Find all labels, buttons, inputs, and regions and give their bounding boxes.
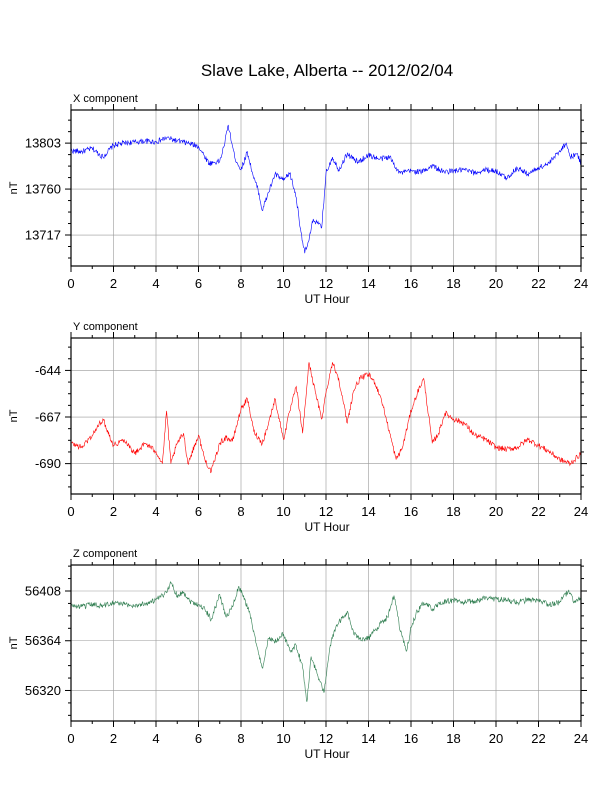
x-tick-label: 10 [276, 276, 290, 291]
x-tick-label: 8 [237, 731, 244, 746]
panel-label: X component [73, 93, 138, 105]
panel-label: Y component [73, 321, 138, 333]
x-tick-label: 6 [195, 504, 202, 519]
y-axis-label: nT [8, 181, 20, 194]
y-tick-label: 56320 [25, 683, 61, 698]
y-tick-label: 56408 [25, 584, 61, 599]
x-tick-label: 18 [446, 731, 460, 746]
x-tick-label: 6 [195, 276, 202, 291]
x-tick-label: 4 [152, 276, 159, 291]
x-tick-label: 10 [276, 731, 290, 746]
x-tick-label: 22 [531, 731, 545, 746]
x-tick-label: 16 [404, 731, 418, 746]
y-tick-label: -690 [35, 456, 61, 471]
x-tick-label: 24 [574, 276, 588, 291]
x-tick-label: 8 [237, 504, 244, 519]
x-tick-label: 2 [110, 504, 117, 519]
x-axis-label: UT Hour [304, 520, 349, 534]
series-line [70, 124, 582, 254]
x-tick-label: 0 [67, 504, 74, 519]
y-tick-label: 13803 [25, 136, 61, 151]
y-axis-label: nT [8, 636, 20, 649]
x-tick-label: 14 [361, 504, 375, 519]
x-tick-label: 20 [489, 276, 503, 291]
chart-title: Slave Lake, Alberta -- 2012/02/04 [201, 61, 453, 80]
y-tick-label: -667 [35, 410, 61, 425]
x-axis-label: UT Hour [304, 292, 349, 306]
x-tick-label: 6 [195, 731, 202, 746]
x-tick-label: 0 [67, 731, 74, 746]
x-tick-label: 18 [446, 504, 460, 519]
x-axis-label: UT Hour [304, 747, 349, 761]
x-tick-label: 16 [404, 276, 418, 291]
y-tick-label: 13717 [25, 228, 61, 243]
x-tick-label: 20 [489, 731, 503, 746]
x-tick-label: 22 [531, 504, 545, 519]
x-tick-label: 4 [152, 731, 159, 746]
x-tick-label: 2 [110, 276, 117, 291]
y-tick-label: -644 [35, 363, 61, 378]
x-tick-label: 10 [276, 504, 290, 519]
x-tick-label: 0 [67, 276, 74, 291]
x-tick-label: 14 [361, 276, 375, 291]
x-tick-label: 12 [319, 276, 333, 291]
x-tick-label: 18 [446, 276, 460, 291]
y-tick-label: 56364 [25, 633, 61, 648]
x-tick-label: 16 [404, 504, 418, 519]
series-line [70, 580, 582, 702]
y-tick-label: 13760 [25, 182, 61, 197]
x-tick-label: 24 [574, 731, 588, 746]
x-tick-label: 4 [152, 504, 159, 519]
y-axis-label: nT [8, 409, 20, 422]
x-tick-label: 24 [574, 504, 588, 519]
x-tick-label: 22 [531, 276, 545, 291]
x-tick-label: 14 [361, 731, 375, 746]
x-tick-label: 12 [319, 731, 333, 746]
panel-label: Z component [73, 548, 137, 560]
x-tick-label: 2 [110, 731, 117, 746]
x-tick-label: 8 [237, 276, 244, 291]
series-line [70, 362, 582, 474]
x-tick-label: 20 [489, 504, 503, 519]
x-tick-label: 12 [319, 504, 333, 519]
